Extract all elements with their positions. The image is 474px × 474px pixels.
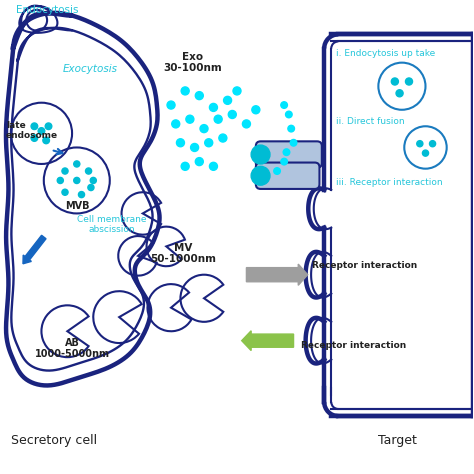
Circle shape: [288, 125, 294, 132]
Circle shape: [251, 166, 270, 185]
Circle shape: [38, 128, 45, 134]
Circle shape: [43, 137, 49, 144]
Circle shape: [252, 106, 260, 114]
Circle shape: [45, 123, 52, 129]
Circle shape: [186, 115, 194, 123]
Circle shape: [396, 90, 403, 97]
Circle shape: [290, 139, 297, 146]
Circle shape: [429, 141, 436, 147]
Text: AB
1000-5000nm: AB 1000-5000nm: [35, 337, 109, 359]
Circle shape: [210, 162, 218, 170]
FancyArrow shape: [246, 264, 308, 285]
Circle shape: [78, 191, 84, 198]
Circle shape: [283, 149, 290, 155]
Circle shape: [167, 101, 175, 109]
Circle shape: [62, 168, 68, 174]
Text: Endocytosis: Endocytosis: [16, 5, 78, 15]
Circle shape: [242, 120, 250, 128]
Circle shape: [176, 139, 184, 147]
Text: Exocytosis: Exocytosis: [63, 64, 118, 74]
Circle shape: [214, 115, 222, 123]
Circle shape: [74, 177, 80, 183]
Circle shape: [85, 168, 91, 174]
Circle shape: [181, 87, 189, 95]
Circle shape: [181, 162, 189, 170]
Circle shape: [281, 102, 287, 109]
Circle shape: [219, 134, 227, 142]
Circle shape: [285, 111, 292, 118]
Text: Cell membrane
abscission: Cell membrane abscission: [77, 215, 147, 234]
Circle shape: [57, 177, 64, 183]
Text: ii. Direct fusion: ii. Direct fusion: [336, 117, 405, 126]
Text: i. Endocytosis up take: i. Endocytosis up take: [336, 48, 435, 57]
FancyArrow shape: [23, 235, 46, 264]
Circle shape: [417, 141, 423, 147]
Text: Receptor interaction: Receptor interaction: [312, 261, 418, 270]
Circle shape: [195, 157, 203, 165]
Text: Exo
30-100nm: Exo 30-100nm: [163, 52, 222, 73]
Circle shape: [62, 189, 68, 195]
FancyBboxPatch shape: [256, 141, 322, 168]
Circle shape: [74, 161, 80, 167]
Text: iii. Receptor interaction: iii. Receptor interaction: [336, 178, 443, 187]
Circle shape: [205, 139, 213, 147]
Circle shape: [200, 125, 208, 133]
Circle shape: [31, 135, 37, 141]
Circle shape: [195, 91, 203, 100]
Circle shape: [233, 87, 241, 95]
Text: MVB: MVB: [65, 201, 90, 211]
Circle shape: [191, 144, 199, 152]
Circle shape: [251, 145, 270, 164]
Circle shape: [392, 78, 398, 85]
Circle shape: [405, 78, 412, 85]
Circle shape: [228, 110, 237, 118]
Circle shape: [422, 150, 428, 156]
Circle shape: [281, 158, 287, 165]
Text: Secretory cell: Secretory cell: [11, 434, 97, 447]
FancyArrow shape: [242, 331, 293, 351]
Text: Receptor interaction: Receptor interaction: [301, 341, 406, 350]
Circle shape: [31, 123, 37, 129]
FancyBboxPatch shape: [256, 163, 319, 189]
Circle shape: [172, 120, 180, 128]
Circle shape: [88, 184, 94, 191]
Circle shape: [90, 177, 96, 183]
Text: Target: Target: [378, 434, 417, 447]
Circle shape: [224, 96, 232, 104]
Text: late
endosome: late endosome: [6, 121, 58, 140]
Circle shape: [210, 103, 218, 111]
Circle shape: [274, 168, 280, 174]
Text: MV
50-1000nm: MV 50-1000nm: [150, 243, 216, 264]
